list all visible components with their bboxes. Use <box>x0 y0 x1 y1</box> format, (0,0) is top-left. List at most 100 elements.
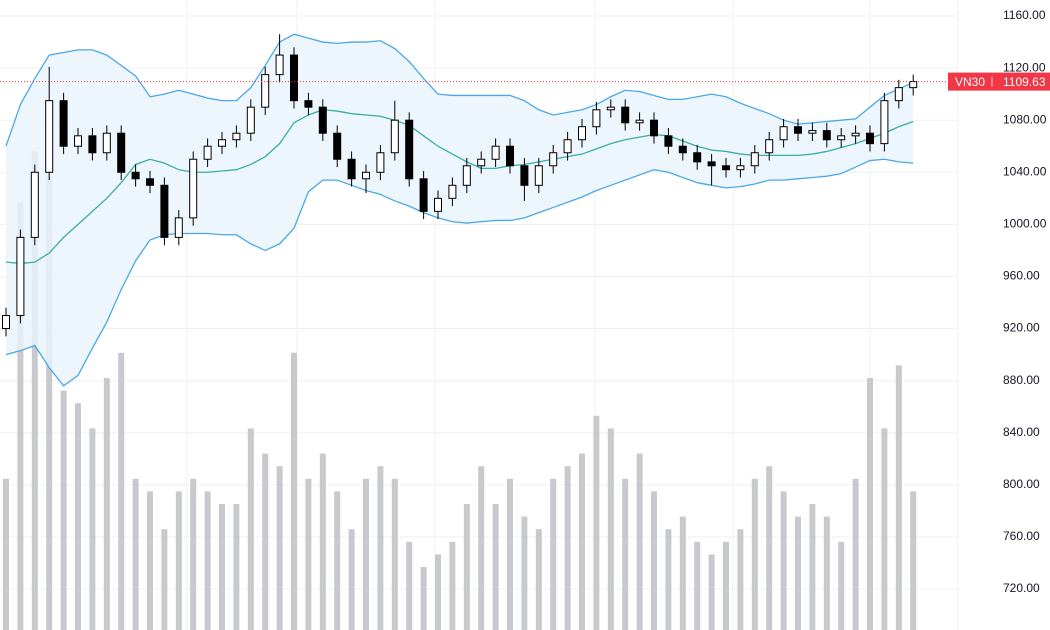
volume-bar <box>276 466 283 630</box>
y-tick-label: 1080.00 <box>1003 112 1047 126</box>
volume-bar <box>291 352 297 630</box>
candle-body <box>261 74 270 108</box>
volume-bar <box>622 478 629 630</box>
candle-body <box>59 100 68 147</box>
candle-body <box>621 106 630 124</box>
candle-body <box>434 197 442 212</box>
candle-body <box>794 126 802 134</box>
volume-bar <box>319 453 326 630</box>
y-tick-label: 800.00 <box>1003 477 1040 491</box>
symbol-label: VN30 <box>955 75 985 89</box>
candle-body <box>808 130 817 134</box>
volume-bar <box>766 466 773 630</box>
y-tick-label: 1040.00 <box>1003 164 1047 178</box>
candle-body <box>477 158 486 167</box>
candle-body <box>678 145 687 154</box>
candle-body <box>275 54 284 76</box>
candle-body <box>491 145 500 160</box>
candle-body <box>203 145 212 160</box>
volume-bar <box>737 529 744 630</box>
candle-body <box>376 152 385 173</box>
candle-body <box>693 152 702 163</box>
volume-bar <box>247 428 254 630</box>
volume-bar <box>708 554 715 630</box>
candle-body <box>606 106 615 111</box>
volume-bar <box>147 491 153 630</box>
volume-bar <box>175 491 182 630</box>
candle-body <box>506 145 514 167</box>
candle-body <box>131 171 140 180</box>
volume-bar <box>881 428 888 630</box>
volume-bar <box>521 516 528 630</box>
candle-body <box>117 132 126 173</box>
volume-bar <box>780 491 787 630</box>
volume-bar <box>190 478 197 630</box>
volume-bar <box>723 541 729 630</box>
volume-bar <box>363 478 369 630</box>
candle-body <box>549 152 558 167</box>
candle-body <box>88 135 97 154</box>
volume-bar <box>895 365 902 630</box>
candle-body <box>174 217 183 238</box>
y-tick-label: 960.00 <box>1003 269 1040 283</box>
y-tick-label: 1120.00 <box>1003 60 1046 74</box>
candle-body <box>347 158 356 180</box>
candle-body <box>822 130 831 141</box>
candle-body <box>318 106 327 134</box>
volume-bar <box>867 378 873 630</box>
candle-body <box>290 54 298 102</box>
band-area <box>6 34 914 386</box>
candle-body <box>405 119 414 180</box>
volume-bar <box>492 504 499 630</box>
lower-band <box>5 158 914 387</box>
candle-body <box>851 132 860 137</box>
candle-body <box>333 132 342 160</box>
candle-body <box>102 132 111 154</box>
volume-bar <box>60 390 67 630</box>
volume-bar <box>46 176 53 630</box>
candle-body <box>894 87 903 102</box>
volume-bar <box>348 529 355 630</box>
volume-bar <box>132 478 139 630</box>
volume-bar <box>823 516 830 630</box>
volume-bar <box>89 428 96 630</box>
candle-body <box>74 135 82 147</box>
y-tick-label: 1000.00 <box>1003 217 1047 231</box>
volume-bar <box>262 453 269 630</box>
volume-bar <box>507 478 513 630</box>
y-tick-label: 840.00 <box>1003 425 1040 439</box>
candle-body <box>837 135 846 141</box>
upper-band <box>5 33 914 147</box>
volume-bar <box>161 529 168 630</box>
candle-body <box>16 236 25 317</box>
volume-bar <box>103 378 110 630</box>
price-tag <box>948 72 1050 91</box>
candle-body <box>419 178 428 212</box>
candle-body <box>707 161 716 167</box>
volume-bar <box>795 516 801 630</box>
volume-bar <box>478 466 485 630</box>
volume-bar <box>694 541 701 630</box>
last-price-label: 1109.63 <box>1003 75 1046 89</box>
volume-bar <box>449 541 456 630</box>
candle-body <box>736 165 745 171</box>
volume-bar <box>204 491 211 630</box>
candle-body <box>650 119 658 137</box>
y-tick-label: 760.00 <box>1003 529 1040 543</box>
candle-body <box>578 126 586 141</box>
middle-band <box>5 109 914 265</box>
candle-body <box>592 109 601 128</box>
candle-body <box>880 100 889 145</box>
volume-bar <box>377 466 384 630</box>
candle-body <box>304 100 313 108</box>
volume-bar <box>406 541 413 630</box>
volume-bar <box>665 529 672 630</box>
candle-body <box>534 165 543 186</box>
candle-body <box>390 119 399 154</box>
volume-bar <box>233 504 240 630</box>
candle-body <box>750 152 759 167</box>
candle-body <box>563 139 572 154</box>
candle-body <box>765 139 774 154</box>
volume-bar <box>809 504 816 630</box>
